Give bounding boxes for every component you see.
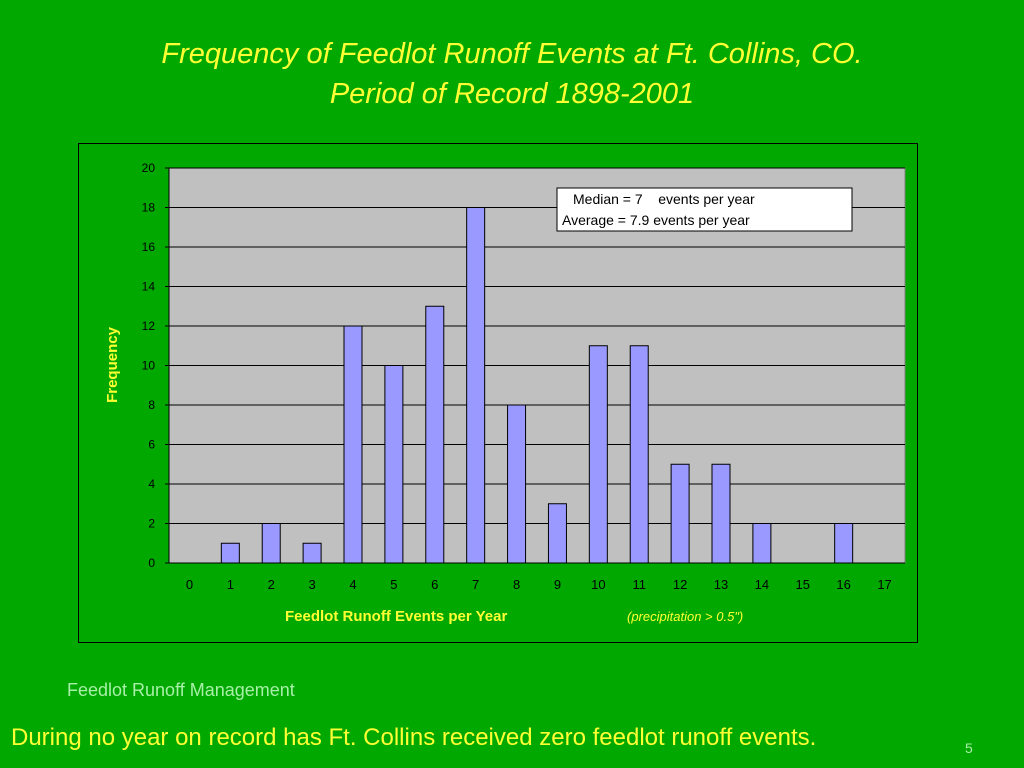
bar-13 <box>711 463 731 564</box>
y-tick-label: 18 <box>142 201 156 215</box>
x-tick-label: 8 <box>513 577 520 592</box>
y-tick-label: 6 <box>148 438 155 452</box>
bar-4 <box>343 325 363 564</box>
bar-5 <box>384 365 404 564</box>
x-tick-labels: 0 1 2 3 4 5 6 7 8 9 10 11 12 13 14 15 16 17 <box>186 577 892 592</box>
x-tick-label: 7 <box>472 577 479 592</box>
y-tick-labels: 0 2 4 6 8 10 12 14 16 18 20 <box>142 161 169 570</box>
x-tick-label: 5 <box>390 577 397 592</box>
title-line-2: Period of Record 1898-2001 <box>329 78 695 110</box>
x-axis-note: (precipitation > 0.5") <box>627 609 743 624</box>
bar-12 <box>670 463 690 564</box>
x-tick-label: 13 <box>714 577 728 592</box>
x-tick-label: 17 <box>877 577 891 592</box>
x-tick-label: 9 <box>554 577 561 592</box>
page-number: 5 <box>965 740 973 756</box>
x-tick-label: 10 <box>591 577 605 592</box>
bar-8 <box>507 404 527 564</box>
bar-11 <box>629 345 649 564</box>
slide-title: Frequency of Feedlot Runoff Events at Ft… <box>0 34 1024 114</box>
bar-16 <box>834 523 854 564</box>
x-tick-label: 11 <box>632 577 646 592</box>
x-tick-label: 6 <box>431 577 438 592</box>
bar-7 <box>466 207 486 564</box>
bar-1 <box>220 542 240 564</box>
y-tick-label: 4 <box>148 477 155 491</box>
y-tick-label: 2 <box>148 517 155 531</box>
bar-9 <box>547 503 567 564</box>
y-tick-label: 10 <box>142 359 156 373</box>
x-tick-label: 1 <box>227 577 234 592</box>
x-tick-label: 12 <box>673 577 687 592</box>
y-axis-label: Frequency <box>104 326 121 403</box>
gridlines <box>169 167 905 524</box>
annotation-box <box>556 187 853 232</box>
footnote: During no year on record has Ft. Collins… <box>11 724 817 751</box>
y-tick-label: 16 <box>142 240 156 254</box>
x-tick-label: 14 <box>755 577 769 592</box>
bar-3 <box>302 542 322 564</box>
x-axis-label: Feedlot Runoff Events per Year <box>285 608 507 625</box>
annotation-median: Median = 7 events per year <box>573 191 755 207</box>
bar-14 <box>752 523 772 564</box>
y-tick-label: 12 <box>142 319 156 333</box>
y-tick-label: 14 <box>142 280 156 294</box>
chart-frame: 0 2 4 6 8 10 12 14 16 18 20 0 1 2 3 4 5 6 7 8 9 10 11 12 13 14 15… <box>78 143 918 643</box>
y-tick-label: 8 <box>148 398 155 412</box>
x-tick-label: 4 <box>349 577 356 592</box>
y-tick-label: 0 <box>148 556 155 570</box>
x-tick-label: 2 <box>268 577 275 592</box>
x-tick-label: 0 <box>186 577 193 592</box>
x-tick-label: 15 <box>796 577 810 592</box>
bars <box>220 207 854 564</box>
bar-10 <box>588 345 608 564</box>
annotation-average: Average = 7.9 events per year <box>562 212 750 228</box>
bar-2 <box>261 523 281 564</box>
x-tick-label: 16 <box>836 577 850 592</box>
x-tick-label: 3 <box>308 577 315 592</box>
title-line-1: Frequency of Feedlot Runoff Events at Ft… <box>161 38 863 70</box>
y-tick-label: 20 <box>142 161 156 175</box>
bar-6 <box>425 305 445 564</box>
footer-label: Feedlot Runoff Management <box>67 680 295 700</box>
